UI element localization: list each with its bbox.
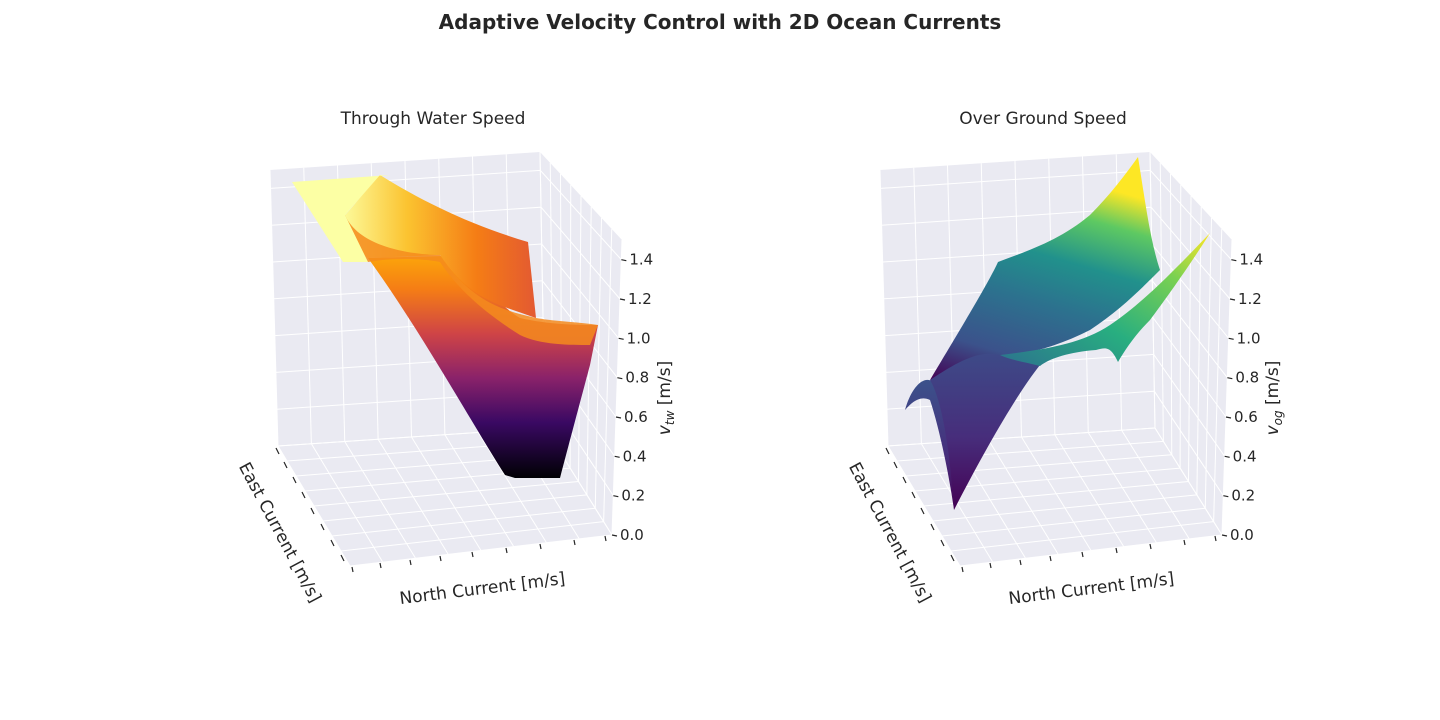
z-label-main: v (655, 424, 675, 435)
z-tick (1224, 455, 1230, 458)
floor-grid-line (322, 494, 587, 522)
z-tick-label: 0.8 (1235, 369, 1259, 387)
z-tick-label: 1.0 (627, 329, 651, 347)
right-grid-line (1204, 217, 1212, 509)
surface-inferno (292, 175, 598, 478)
floor-grid-line (941, 507, 1206, 537)
x-axis-ticks (275, 447, 345, 562)
z-tick-label: 1.2 (628, 290, 652, 308)
right-grid-line (603, 228, 613, 522)
y-axis-label: North Current [m/s] (398, 569, 566, 609)
z-tick-label: 1.2 (1238, 290, 1262, 308)
floor-grid-line (887, 427, 1156, 447)
z-tick-label: 0.4 (1233, 447, 1257, 465)
right-grid-line (611, 239, 623, 536)
surface-viridis (905, 157, 1210, 510)
z-tick (619, 298, 626, 301)
z-tick-label: 1.4 (629, 251, 653, 269)
z-label-main: v (1263, 424, 1283, 435)
z-tick (617, 377, 623, 380)
z-axis-ticks: 0.0 0.2 0.4 0.6 0.8 1.0 1.2 1.4 (611, 251, 653, 544)
z-axis-label: vtw [m/s] (655, 361, 677, 435)
panel-over-ground-speed: Over Ground Speed 0.0 0.2 0.4 0.6 0.8 1.0 1.2 1… (844, 109, 1285, 609)
z-tick (1231, 259, 1237, 262)
floor-grid-line (950, 521, 1214, 552)
z-tick-label: 0.8 (625, 369, 649, 387)
back-grid-line (303, 167, 312, 444)
right-grid-line (1188, 195, 1192, 482)
floor-grid-line (349, 534, 613, 567)
z-tick-label: 0.6 (624, 408, 648, 426)
panel-title: Through Water Speed (340, 109, 526, 129)
z-tick (1229, 298, 1236, 301)
z-tick-label: 0.2 (1231, 487, 1255, 505)
z-tick (1221, 534, 1228, 537)
floor-grid-line (896, 440, 1164, 462)
floor-grid-line (313, 481, 579, 507)
floor-grid-line (340, 521, 604, 552)
floor-grid-line (959, 534, 1223, 567)
right-grid-line (1213, 228, 1223, 522)
z-tick (1225, 416, 1232, 419)
right-grid-line (594, 217, 602, 509)
z-tick (615, 416, 622, 419)
z-tick-label: 0.0 (1230, 526, 1254, 544)
panel-through-water-speed: Through Water Speed 0.0 0.2 0.4 0.6 0.8 1.0 1.… (234, 109, 677, 609)
z-axis-ticks: 0.0 0.2 0.4 0.6 0.8 1.0 1.2 1.4 (1221, 251, 1263, 544)
z-label-sub: tw (663, 410, 677, 425)
y-axis-label: North Current [m/s] (1007, 569, 1175, 609)
right-grid-line (1221, 239, 1233, 536)
y-axis-ticks (961, 535, 1217, 573)
floor-grid-line (331, 507, 596, 537)
z-tick (1227, 377, 1233, 380)
figure-title: Adaptive Velocity Control with 2D Ocean … (438, 10, 1002, 34)
z-tick (613, 495, 619, 498)
right-grid-line (1170, 173, 1173, 455)
z-tick (618, 337, 624, 340)
right-grid-line (1196, 206, 1202, 495)
z-tick-label: 1.0 (1237, 329, 1261, 347)
z-label-unit: [m/s] (655, 361, 675, 411)
right-grid-line (1179, 184, 1182, 469)
floor-grid-line (932, 494, 1197, 522)
z-tick-label: 0.2 (621, 487, 645, 505)
z-tick (1228, 337, 1234, 340)
z-tick-label: 1.4 (1239, 251, 1263, 269)
z-tick (1223, 495, 1229, 498)
z-tick-label: 0.6 (1234, 408, 1258, 426)
right-grid-line (1149, 151, 1156, 429)
back-grid-line (269, 169, 279, 447)
z-label-unit: [m/s] (1263, 361, 1283, 411)
z-tick-label: 0.4 (623, 447, 647, 465)
z-label-sub: og (1271, 410, 1285, 425)
z-tick (611, 534, 618, 537)
floor-grid-line (923, 481, 1189, 507)
z-tick (621, 259, 627, 262)
z-tick-label: 0.0 (620, 526, 644, 544)
back-grid-line (879, 169, 889, 447)
z-axis-label: vog [m/s] (1263, 361, 1285, 436)
panel-title: Over Ground Speed (959, 109, 1127, 129)
x-axis-ticks (885, 447, 955, 562)
z-tick (614, 455, 620, 458)
y-axis-ticks (351, 535, 607, 573)
